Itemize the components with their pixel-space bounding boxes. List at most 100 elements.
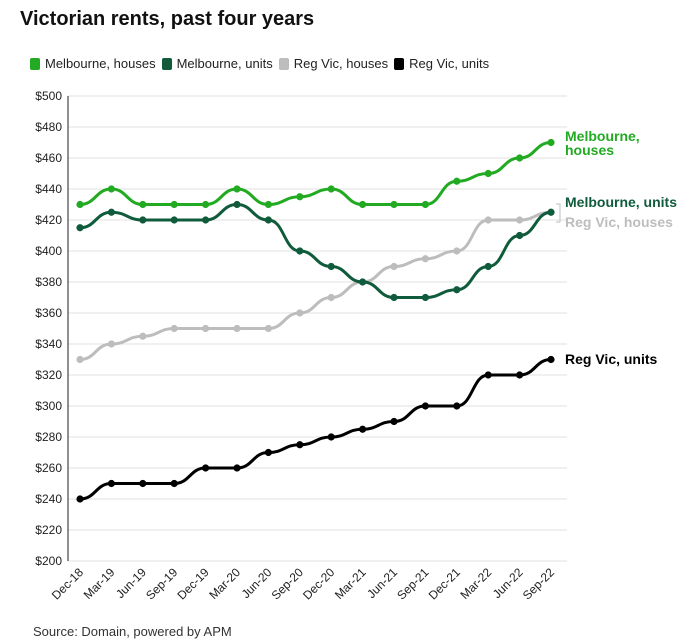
data-point — [296, 247, 304, 255]
end-label-regvic-units: Reg Vic, units — [565, 351, 658, 367]
data-point — [264, 448, 272, 457]
legend-label: Reg Vic, houses — [293, 56, 389, 71]
data-point — [390, 417, 398, 426]
data-point — [516, 216, 524, 224]
data-point — [233, 464, 241, 472]
data-point — [547, 355, 555, 364]
data-point — [516, 231, 524, 240]
data-point — [359, 425, 367, 433]
source-note: Source: Domain, powered by APM — [33, 624, 232, 639]
data-point — [76, 200, 84, 209]
legend-swatch — [394, 57, 405, 70]
legend-item-regvic-houses[interactable]: Reg Vic, houses — [278, 56, 389, 71]
legend-item-melbourne-houses[interactable]: Melbourne, houses — [30, 56, 156, 71]
y-tick-label: $220 — [35, 523, 62, 537]
legend-item-melbourne-units[interactable]: Melbourne, units — [161, 56, 273, 71]
data-point — [139, 200, 147, 209]
data-point — [327, 293, 335, 302]
y-tick-label: $460 — [35, 151, 62, 165]
data-point — [76, 495, 84, 503]
y-tick-label: $420 — [35, 213, 62, 227]
series-line — [79, 358, 552, 501]
y-tick-label: $380 — [35, 275, 62, 289]
y-tick-label: $240 — [35, 492, 62, 506]
data-point — [202, 200, 210, 209]
data-point — [202, 464, 210, 472]
x-tick-label: Sep-21 — [394, 565, 431, 602]
data-point — [202, 324, 210, 333]
x-tick-label: Jun-19 — [113, 565, 149, 601]
data-point — [359, 200, 367, 209]
legend-swatch — [161, 57, 172, 70]
legend-label: Reg Vic, units — [409, 56, 490, 71]
series-line — [79, 141, 552, 206]
data-point — [327, 262, 335, 271]
y-tick-label: $340 — [35, 337, 62, 351]
chart-legend: Melbourne, houses Melbourne, units Reg V… — [30, 56, 495, 71]
y-tick-label: $500 — [35, 89, 62, 103]
data-point — [453, 177, 461, 185]
data-point — [421, 402, 429, 410]
legend-swatch — [30, 57, 40, 70]
data-point — [202, 216, 210, 224]
x-tick-label: Jun-21 — [364, 565, 400, 601]
x-tick-label: Mar-20 — [206, 565, 243, 602]
data-point — [453, 286, 461, 294]
data-point — [170, 479, 178, 488]
data-point — [76, 355, 84, 364]
legend-swatch — [278, 57, 289, 70]
data-point — [484, 216, 492, 224]
data-point — [421, 293, 429, 302]
y-tick-label: $200 — [35, 554, 62, 568]
data-point — [453, 247, 461, 255]
data-point — [296, 309, 304, 317]
end-label-regvic-houses: Reg Vic, houses — [565, 214, 673, 230]
x-tick-label: Mar-21 — [332, 565, 369, 602]
legend-label: Melbourne, units — [176, 56, 273, 71]
data-point — [233, 200, 241, 209]
data-point — [390, 200, 398, 209]
y-tick-label: $320 — [35, 368, 62, 382]
data-point — [421, 255, 429, 263]
x-tick-label: Sep-20 — [269, 565, 306, 602]
end-label-melbourne-houses: houses — [565, 142, 614, 158]
data-point — [516, 154, 524, 162]
x-tick-label: Sep-22 — [520, 565, 557, 602]
data-point — [484, 371, 492, 379]
data-point — [76, 224, 84, 232]
x-tick-label: Mar-19 — [81, 565, 118, 602]
x-tick-label: Jun-20 — [239, 565, 275, 601]
data-point — [484, 169, 492, 178]
data-point — [421, 200, 429, 209]
data-point — [264, 216, 272, 224]
data-point — [139, 332, 147, 340]
y-tick-label: $360 — [35, 306, 62, 320]
x-tick-label: Jun-22 — [490, 565, 526, 601]
data-point — [453, 402, 461, 410]
data-point — [327, 433, 335, 441]
series-line — [79, 210, 552, 361]
data-point — [233, 185, 241, 193]
data-point — [233, 324, 241, 333]
data-point — [264, 200, 272, 209]
data-point — [327, 185, 335, 193]
x-tick-label: Dec-19 — [174, 565, 211, 602]
chart-title: Victorian rents, past four years — [20, 8, 315, 30]
data-point — [547, 208, 555, 216]
x-tick-label: Dec-21 — [426, 565, 463, 602]
data-point — [390, 293, 398, 302]
y-tick-label: $400 — [35, 244, 62, 258]
y-tick-label: $260 — [35, 461, 62, 475]
data-point — [516, 371, 524, 379]
data-point — [296, 441, 304, 449]
x-tick-label: Dec-18 — [49, 565, 86, 602]
data-point — [359, 278, 367, 286]
data-point — [264, 324, 272, 333]
x-tick-label: Dec-20 — [300, 565, 337, 602]
legend-item-regvic-units[interactable]: Reg Vic, units — [394, 56, 489, 71]
data-point — [170, 200, 178, 209]
series-line — [79, 203, 552, 299]
x-tick-label: Mar-22 — [458, 565, 495, 602]
data-point — [107, 208, 115, 216]
